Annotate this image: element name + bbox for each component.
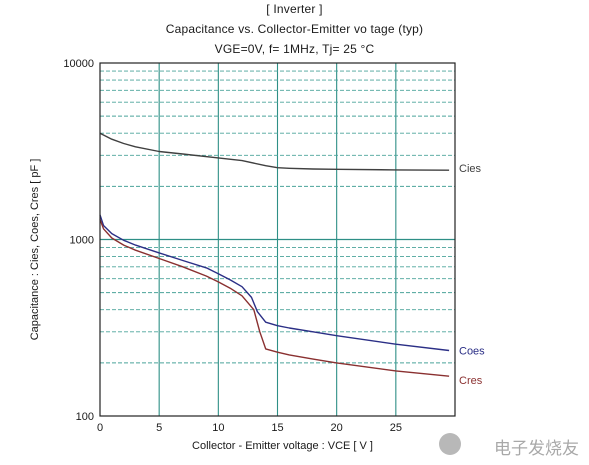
series-label-cies: Cies (459, 163, 482, 175)
series-line-coes (99, 214, 450, 352)
x-tick-label: 0 (97, 422, 103, 434)
x-tick-label: 20 (331, 422, 343, 434)
x-tick-label: 25 (390, 422, 402, 434)
chart-title-line-2: Capacitance vs. Collector-Emitter vo tag… (165, 22, 424, 36)
series-labels: Cies Coes Cres (459, 163, 485, 387)
y-tick-label: 10000 (63, 58, 94, 70)
axis-ticks: 0 5 10 15 20 25 100 1000 10000 (63, 58, 402, 434)
x-tick-label: 10 (212, 422, 224, 434)
plot-frame (99, 62, 456, 417)
y-axis-label: Capacitance : Cies, Coes, Cres [ pF ] (29, 159, 41, 341)
x-tick-label: 5 (156, 422, 162, 434)
series-label-coes: Coes (459, 346, 485, 358)
series-label-cres: Cres (459, 375, 483, 387)
y-tick-label: 100 (76, 411, 94, 423)
series-lines (99, 132, 450, 377)
y-tick-label: 1000 (70, 235, 94, 247)
x-tick-label: 15 (271, 422, 283, 434)
grid-lines (100, 63, 455, 416)
series-line-cres (99, 219, 450, 377)
x-axis-label: Collector - Emitter voltage : VCE [ V ] (192, 440, 373, 452)
watermark-text: 电子发烧友 (494, 439, 579, 458)
chart-title-line-3: VGE=0V, f= 1MHz, Tj= 25 °C (214, 42, 375, 56)
chart-title-line-1: [ Inverter ] (266, 2, 323, 16)
watermark-logo-icon (439, 433, 461, 455)
series-line-cies (99, 132, 450, 171)
